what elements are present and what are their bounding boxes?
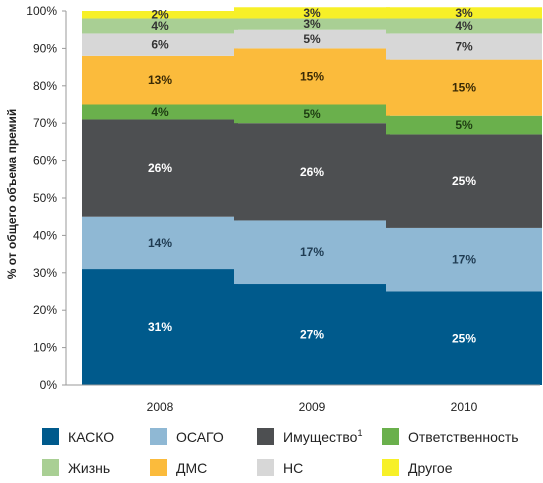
legend-swatch — [150, 428, 167, 445]
legend-label: ДМС — [176, 460, 207, 476]
bar-segment — [386, 59, 542, 116]
x-axis: 2008 2009 2010 — [66, 384, 540, 414]
legend-item: Другое — [382, 459, 453, 476]
y-tick-label: 50% — [33, 191, 57, 205]
bar-segment — [234, 123, 390, 221]
data-label: 6% — [151, 38, 169, 52]
bar-stack-2009: 27%17%26%5%15%5%3%3% — [234, 6, 390, 385]
bar-segment — [82, 33, 238, 56]
data-label: 26% — [300, 165, 324, 179]
bar-segment — [82, 104, 238, 120]
legend-label: Другое — [408, 460, 453, 476]
data-label: 17% — [452, 253, 476, 267]
data-label: 13% — [148, 73, 172, 87]
legend-item: Жизнь — [42, 459, 110, 476]
data-label: 31% — [148, 320, 172, 334]
data-label: 3% — [303, 17, 321, 31]
legend-label: КАСКО — [68, 429, 114, 445]
legend-item: Имущество1 — [257, 428, 363, 445]
bar-segment — [82, 11, 238, 19]
bar-segment — [234, 29, 390, 49]
data-label: 4% — [151, 105, 169, 119]
bars-group: 31%14%26%4%13%6%4%2%27%17%26%5%15%5%3%3%… — [82, 6, 542, 385]
legend-swatch — [257, 428, 274, 445]
bar-stack-2008: 31%14%26%4%13%6%4%2% — [82, 8, 238, 385]
bar-segment — [386, 291, 542, 385]
bar-segment — [386, 134, 542, 228]
data-label: 5% — [303, 32, 321, 46]
y-axis-label: % от общего объема премий — [5, 109, 19, 280]
x-tick-label: 2010 — [451, 400, 478, 414]
legend-label: ОСАГО — [176, 429, 224, 445]
bar-segment — [386, 115, 542, 135]
y-axis: 0% 10% 20% 30% 40% 50% 60% 70% 80% 90% 100% — [26, 4, 67, 392]
data-label: 25% — [452, 174, 476, 188]
data-label: 26% — [148, 161, 172, 175]
data-label: 4% — [455, 19, 473, 33]
legend-swatch — [42, 459, 59, 476]
legend-swatch — [257, 459, 274, 476]
y-tick-label: 100% — [26, 4, 57, 18]
legend-swatch — [150, 459, 167, 476]
bar-segment — [386, 33, 542, 60]
data-label: 4% — [151, 19, 169, 33]
data-label: 15% — [452, 81, 476, 95]
y-tick-label: 90% — [33, 41, 57, 55]
legend-swatch — [382, 459, 399, 476]
x-tick-label: 2009 — [299, 400, 326, 414]
bar-segment — [82, 216, 238, 270]
data-label: 2% — [151, 8, 169, 22]
data-label: 15% — [300, 69, 324, 83]
legend-footnote-marker: 1 — [357, 428, 362, 438]
legend-item: НС — [257, 459, 303, 476]
y-tick-label: 30% — [33, 266, 57, 280]
x-tick-label: 2008 — [147, 400, 174, 414]
bar-segment — [82, 119, 238, 217]
legend-swatch — [382, 428, 399, 445]
data-label: 3% — [303, 6, 321, 20]
bar-segment — [386, 227, 542, 292]
data-label: 27% — [300, 328, 324, 342]
y-tick-label: 20% — [33, 303, 57, 317]
legend-label: Жизнь — [68, 460, 110, 476]
bar-segment — [82, 55, 238, 105]
legend-label: Ответственность — [408, 429, 519, 445]
y-tick-label: 80% — [33, 79, 57, 93]
bar-segment — [234, 220, 390, 285]
bar-segment — [386, 18, 542, 34]
data-label: 25% — [452, 331, 476, 345]
data-label: 17% — [300, 245, 324, 259]
bar-segment — [386, 7, 542, 19]
bar-stack-2010: 25% 17% 25% 5% 15% 7% 4%3% — [386, 6, 542, 385]
data-label: 5% — [303, 107, 321, 121]
bar-segment — [82, 269, 238, 385]
legend-item: ДМС — [150, 459, 207, 476]
data-label: 5% — [455, 118, 473, 132]
legend-swatch — [42, 428, 59, 445]
legend-label: НС — [283, 460, 303, 476]
y-tick-label: 40% — [33, 228, 57, 242]
legend-item: ОСАГО — [150, 428, 224, 445]
bar-segment — [234, 48, 390, 105]
bar-segment — [234, 284, 390, 385]
legend-item: КАСКО — [42, 428, 114, 445]
bar-segment — [234, 7, 390, 19]
legend: КАСКО ОСАГО Имущество1 Ответственность Жизнь… — [42, 428, 519, 476]
y-tick-label: 60% — [33, 154, 57, 168]
legend-label: Имущество1 — [283, 428, 363, 445]
bar-segment — [234, 18, 390, 30]
data-label: 14% — [148, 236, 172, 250]
bar-segment — [82, 18, 238, 34]
y-tick-label: 10% — [33, 341, 57, 355]
data-label: 3% — [455, 6, 473, 20]
y-tick-label: 0% — [40, 378, 58, 392]
y-tick-label: 70% — [33, 116, 57, 130]
data-label: 7% — [455, 40, 473, 54]
bar-segment — [234, 104, 390, 124]
legend-item: Ответственность — [382, 428, 519, 445]
